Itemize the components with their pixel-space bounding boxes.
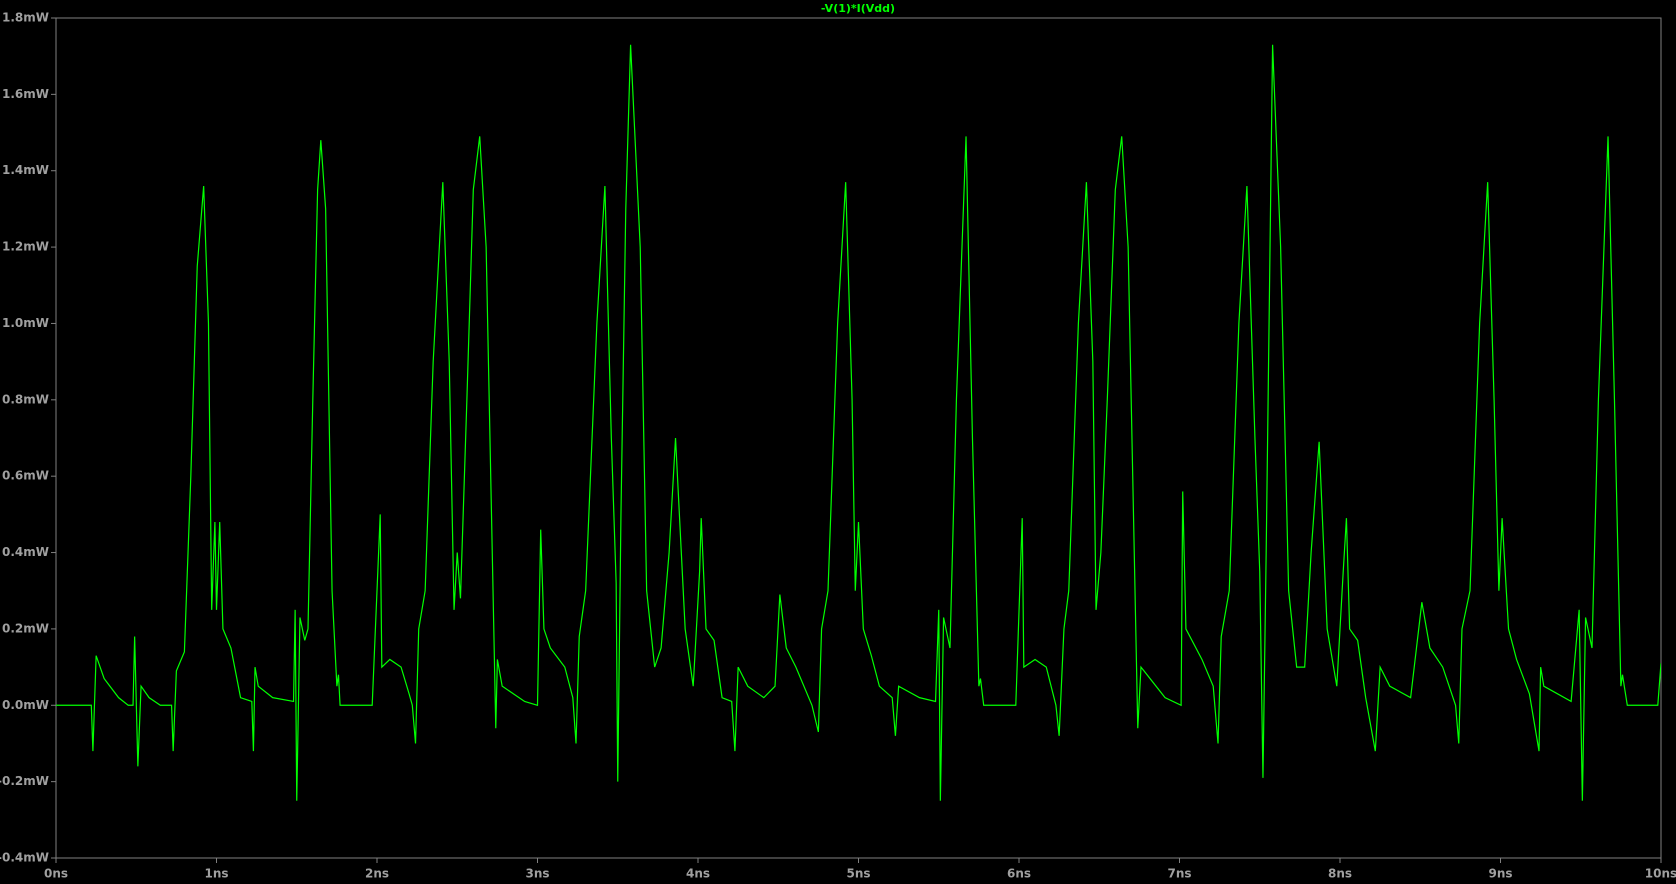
x-tick-label: 1ns [204,867,228,881]
y-tick-label: -0.4mW [0,851,49,865]
y-tick-label: 1.0mW [2,316,49,330]
x-tick-label: 4ns [686,867,710,881]
x-tick-label: 0ns [44,867,68,881]
x-tick-label: 9ns [1488,867,1512,881]
y-tick-label: 1.4mW [2,163,49,177]
y-tick-label: 0.4mW [2,545,49,559]
x-tick-label: 6ns [1007,867,1031,881]
y-tick-label: 1.6mW [2,87,49,101]
y-tick-label: -0.2mW [0,774,49,788]
y-tick-label: 0.0mW [2,698,49,712]
x-tick-label: 10ns [1645,867,1676,881]
plot-frame [55,17,1662,859]
trace-name[interactable]: -V(1)*I(Vdd) [821,2,895,15]
x-tick-label: 5ns [846,867,870,881]
y-tick-label: 1.8mW [2,11,49,25]
y-tick-label: 1.2mW [2,240,49,254]
y-tick-label: 0.8mW [2,392,49,406]
x-tick-label: 3ns [525,867,549,881]
trace [56,44,1661,801]
y-tick-label: 0.2mW [2,621,49,635]
x-tick-label: 8ns [1328,867,1352,881]
x-tick-label: 2ns [365,867,389,881]
y-tick-label: 0.6mW [2,469,49,483]
x-tick-label: 7ns [1167,867,1191,881]
